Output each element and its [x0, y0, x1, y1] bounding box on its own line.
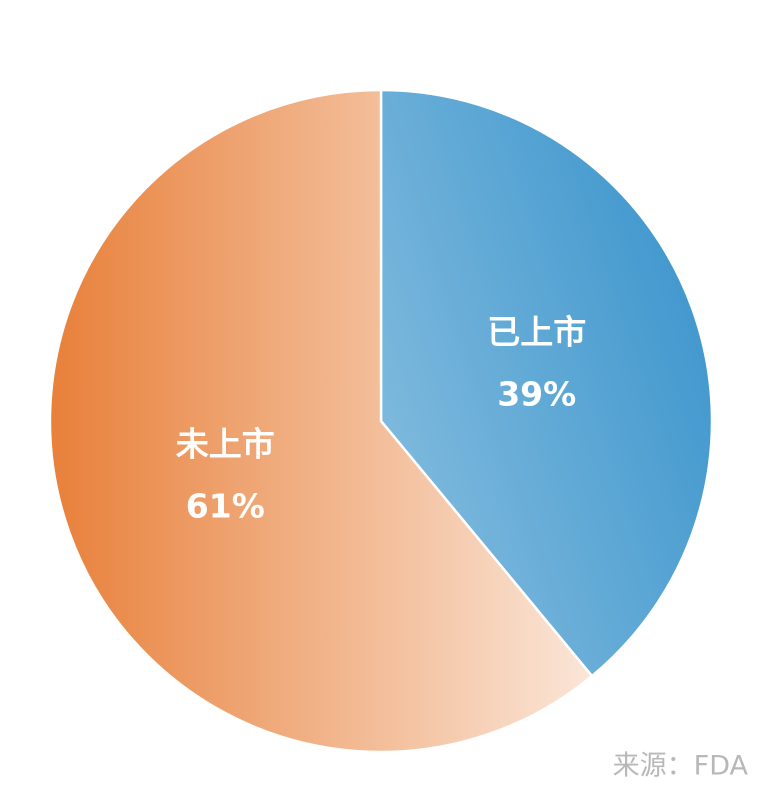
pie	[48, 88, 714, 754]
pie-slice	[379, 88, 714, 678]
slice-category: 未上市	[176, 425, 275, 464]
pie-slice	[48, 88, 594, 754]
slice-value: 39%	[497, 374, 576, 413]
slice-category: 已上市	[487, 312, 586, 351]
source-note: 来源：FDA	[613, 751, 749, 782]
labels: 已上市 39% 未上市 61%	[176, 312, 586, 525]
slice-value: 61%	[186, 487, 265, 526]
